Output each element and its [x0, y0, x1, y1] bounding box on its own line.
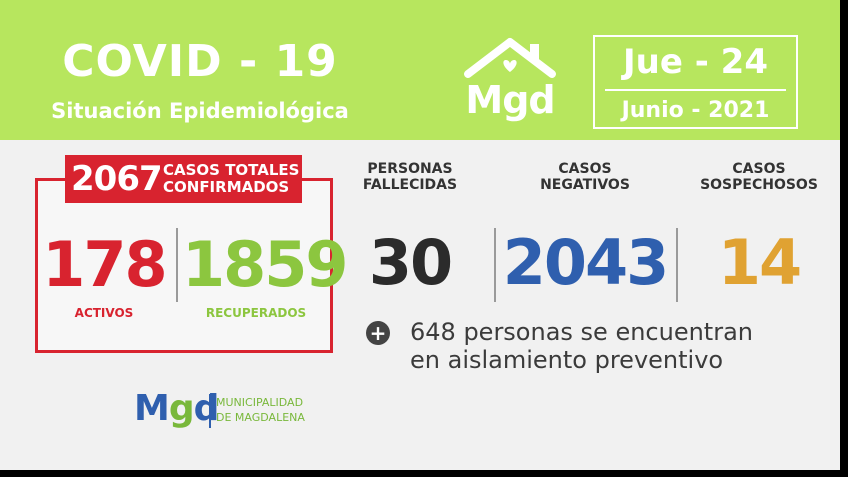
confirmed-label-line2: CONFIRMADOS	[163, 178, 290, 196]
logo-top-text: Mgd	[465, 78, 555, 122]
logo-separator	[209, 394, 211, 428]
active-value: 178	[42, 228, 167, 301]
deceased-value: 30	[368, 226, 453, 299]
stats-divider-2	[676, 228, 678, 302]
date-divider	[605, 89, 786, 91]
mgd-letter-d: d	[193, 388, 220, 429]
plus-circle-icon: +	[366, 321, 390, 345]
municipality-name-line1: MUNICIPALIDAD	[216, 396, 304, 409]
negative-value: 2043	[502, 226, 670, 299]
suspected-value: 14	[717, 226, 802, 299]
house-heart-icon	[464, 38, 556, 78]
mgd-logo-text: Mgd	[134, 388, 220, 430]
suspected-label-line2: SOSPECHOSOS	[700, 177, 818, 193]
municipality-name-line2: DE MAGDALENA	[216, 411, 305, 424]
mgd-letter-m: M	[134, 388, 170, 429]
isolation-note-line1: 648 personas se encuentran	[410, 318, 753, 346]
mgd-logo-top: Mgd	[462, 36, 556, 128]
infographic: COVID - 19 Situación Epidemiológica Mgd …	[0, 0, 840, 470]
stats-divider-1	[494, 228, 496, 302]
active-label: ACTIVOS	[74, 306, 134, 320]
page-title: COVID - 19	[62, 36, 338, 87]
date-month: Junio - 2021	[621, 98, 770, 123]
recovered-label: RECUPERADOS	[205, 306, 307, 320]
mgd-letter-g: g	[168, 388, 195, 429]
negative-label-line2: NEGATIVOS	[540, 177, 630, 193]
confirmed-total-tag: 2067 CASOS TOTALES CONFIRMADOS	[65, 155, 302, 203]
date-day: Jue - 24	[622, 42, 768, 82]
date-box: Jue - 24 Junio - 2021	[593, 35, 798, 129]
negative-label-line1: CASOS	[558, 161, 612, 177]
municipality-logo: Mgd MUNICIPALIDAD DE MAGDALENA	[134, 388, 334, 436]
confirmed-label-line1: CASOS TOTALES	[163, 161, 300, 179]
recovered-value: 1859	[182, 228, 349, 301]
suspected-label-line1: CASOS	[732, 161, 786, 177]
deceased-label-line1: PERSONAS	[367, 161, 453, 177]
page-subtitle: Situación Epidemiológica	[51, 99, 349, 123]
confirmed-total-value: 2067	[71, 159, 163, 199]
header-band: COVID - 19 Situación Epidemiológica Mgd …	[0, 0, 840, 140]
isolation-note-line2: en aislamiento preventivo	[410, 346, 724, 374]
confirmed-divider	[176, 228, 178, 302]
deceased-label-line2: FALLECIDAS	[362, 177, 458, 193]
